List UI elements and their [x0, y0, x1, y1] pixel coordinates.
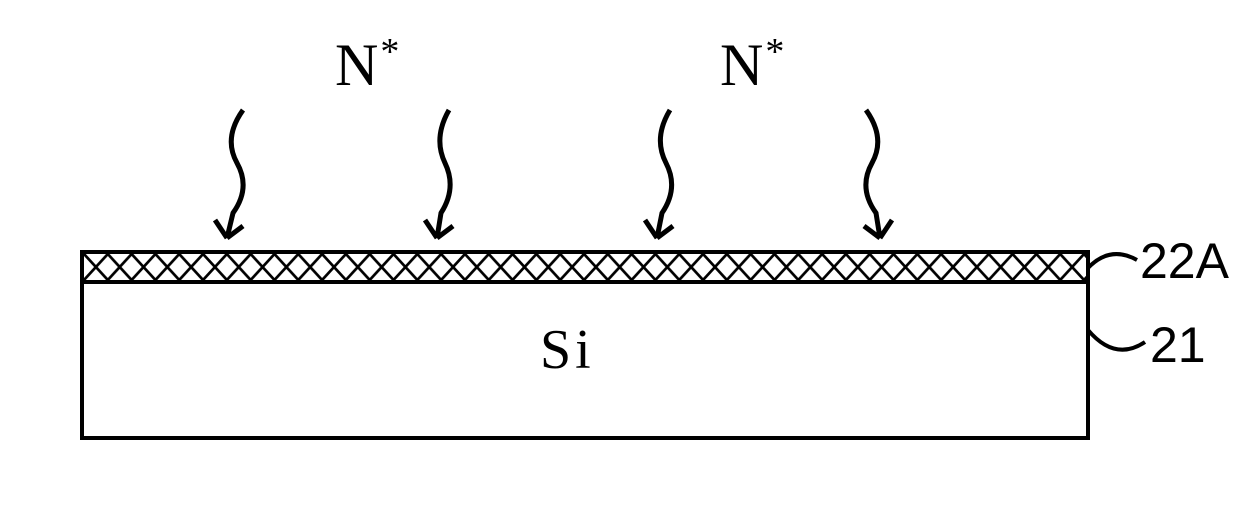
leader-22a: [1085, 240, 1145, 280]
film-layer: [80, 250, 1090, 284]
callout-22a: 22A: [1140, 232, 1229, 290]
ion-arrow-2: [417, 108, 467, 248]
ion-arrow-4: [846, 108, 902, 248]
ion-arrow-3: [636, 108, 688, 248]
substrate-material-label: Si: [540, 318, 595, 382]
ion-label-2: N*: [720, 30, 784, 100]
ion-label-1-sup: *: [380, 31, 399, 73]
crosshatch-pattern: [84, 254, 1086, 280]
ion-label-1-text: N: [335, 32, 378, 98]
ion-label-1: N*: [335, 30, 399, 100]
ion-label-2-sup: *: [765, 31, 784, 73]
callout-21: 21: [1150, 316, 1206, 374]
leader-21: [1085, 318, 1150, 364]
ion-label-2-text: N: [720, 32, 763, 98]
ion-arrow-1: [205, 108, 260, 248]
